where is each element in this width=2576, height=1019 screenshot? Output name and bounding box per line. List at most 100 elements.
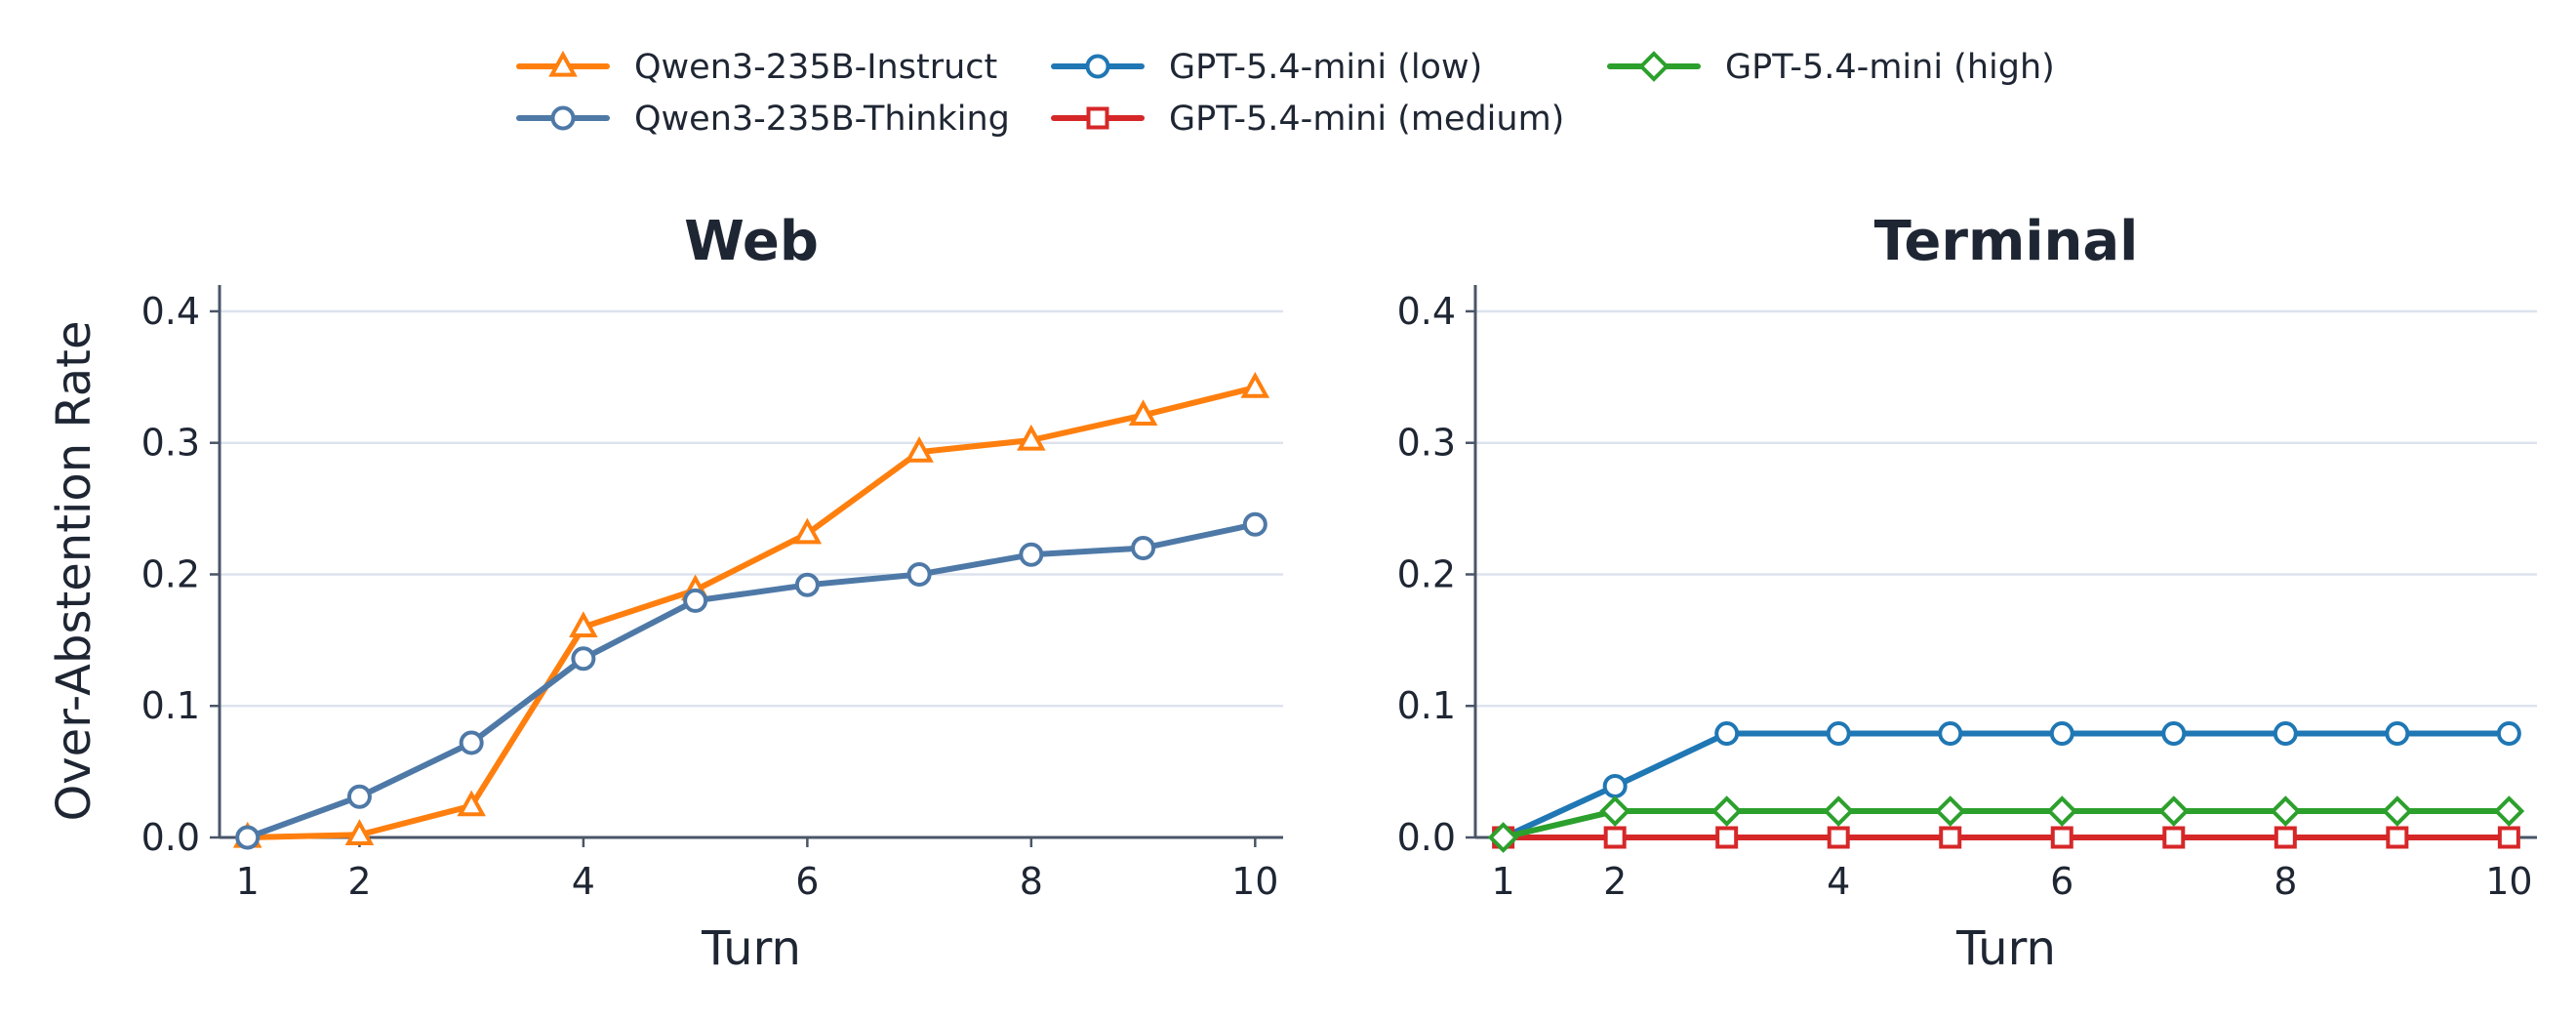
x-tick-label: 1: [1492, 860, 1515, 903]
legend-marker: [1638, 51, 1670, 82]
data-point: [2496, 721, 2521, 747]
series-gpt-5-4-mini-medium: [1492, 826, 2520, 849]
data-point: [346, 784, 372, 809]
legend-item-gpt-5-4-mini-medium: GPT-5.4-mini (medium): [1051, 100, 1564, 139]
data-point: [1826, 721, 1851, 747]
legend-item-gpt-5-4-mini-high: GPT-5.4-mini (high): [1607, 48, 2055, 87]
panel-title: Terminal: [1874, 210, 2139, 273]
legend-marker: [550, 105, 576, 131]
data-point: [235, 825, 261, 850]
data-point: [2162, 826, 2186, 849]
x-axis-label: Turn: [701, 921, 801, 976]
x-tick-label: 1: [236, 860, 260, 903]
legend-item-qwen3-235b-thinking: Qwen3-235B-Thinking: [516, 100, 1010, 139]
legend-label: Qwen3-235B-Thinking: [634, 100, 1010, 139]
y-tick-label: 0.3: [141, 422, 200, 465]
data-point: [1823, 795, 1855, 827]
series-line: [1500, 808, 2513, 840]
series-gpt-5-4-mini-high: [1487, 795, 2525, 853]
data-point: [1939, 826, 1962, 849]
data-point: [683, 588, 708, 613]
web-panel: 0.0 0.1 0.2 0.3 0.4 1 2 4 6 8 10 Web Turn Over-Absten…: [47, 210, 1283, 976]
data-point: [2161, 721, 2187, 747]
legend-marker: [1086, 106, 1109, 130]
panel-title: Web: [684, 210, 819, 273]
legend-marker: [548, 50, 578, 77]
legend-label: GPT-5.4-mini (medium): [1169, 100, 1564, 139]
data-point: [1131, 536, 1156, 561]
legend-label: Qwen3-235B-Instruct: [634, 48, 997, 87]
data-point: [2386, 826, 2409, 849]
x-tick-label: 2: [1603, 860, 1627, 903]
data-point: [792, 517, 823, 545]
data-point: [2273, 721, 2298, 747]
x-tick-label: 10: [1231, 860, 1278, 903]
data-point: [1934, 795, 1966, 827]
data-point: [1603, 826, 1627, 849]
data-point: [1827, 826, 1850, 849]
data-point: [794, 572, 820, 597]
data-point: [2270, 795, 2302, 827]
data-point: [344, 819, 375, 845]
data-point: [2049, 721, 2074, 747]
data-point: [1128, 399, 1158, 427]
data-point: [905, 436, 934, 463]
data-point: [2493, 795, 2525, 827]
data-point: [1599, 795, 1630, 827]
data-point: [2046, 795, 2078, 827]
data-point: [906, 561, 932, 587]
data-point: [2382, 795, 2413, 827]
data-point: [457, 790, 486, 817]
y-tick-label: 0.2: [1397, 552, 1456, 595]
terminal-panel: 0.0 0.1 0.2 0.3 0.4 1 2 4 6 8 10 Terminal Turn: [1397, 210, 2537, 976]
x-axis-label: Turn: [1955, 921, 2056, 976]
y-tick-label: 0.1: [141, 684, 200, 727]
data-point: [569, 611, 598, 638]
series-line: [1500, 730, 2513, 840]
data-point: [2274, 826, 2297, 849]
x-tick-label: 10: [2485, 860, 2532, 903]
data-point: [1938, 721, 1963, 747]
x-tick-label: 4: [572, 860, 595, 903]
series-qwen3-235b-instruct: [232, 371, 1270, 848]
series-line: [244, 385, 1259, 840]
data-point: [1017, 424, 1046, 451]
y-axis-label: Over-Abstention Rate: [47, 321, 101, 822]
x-tick-label: 8: [2274, 860, 2297, 903]
legend-label: GPT-5.4-mini (low): [1169, 48, 1482, 87]
y-tick-label: 0.4: [141, 290, 200, 333]
x-tick-label: 6: [2050, 860, 2073, 903]
data-point: [571, 646, 596, 672]
data-point: [2050, 826, 2073, 849]
y-tick-label: 0.2: [141, 552, 200, 595]
data-point: [1242, 511, 1268, 537]
data-point: [1240, 371, 1270, 398]
legend-item-gpt-5-4-mini-low: GPT-5.4-mini (low): [1051, 48, 1482, 87]
data-point: [1602, 773, 1628, 798]
x-tick-label: 6: [795, 860, 819, 903]
data-point: [1711, 795, 1743, 827]
legend: Qwen3-235B-Instruct Qwen3-235B-Thinking GP…: [516, 48, 2055, 139]
series-line: [244, 521, 1259, 840]
legend-item-qwen3-235b-instruct: Qwen3-235B-Instruct: [516, 48, 997, 87]
data-point: [2385, 721, 2410, 747]
data-point: [2497, 826, 2520, 849]
data-point: [1487, 822, 1519, 853]
data-point: [1019, 542, 1044, 567]
x-tick-label: 4: [1827, 860, 1850, 903]
data-point: [2157, 795, 2190, 827]
x-tick-label: 2: [347, 860, 371, 903]
data-point: [1714, 721, 1740, 747]
data-point: [1715, 826, 1739, 849]
series-qwen3-235b-thinking: [235, 511, 1268, 850]
y-tick-label: 0.4: [1397, 290, 1456, 333]
legend-marker: [1085, 54, 1110, 79]
y-tick-label: 0.3: [1397, 422, 1456, 465]
legend-label: GPT-5.4-mini (high): [1725, 48, 2055, 87]
series-gpt-5-4-mini-low: [1491, 721, 2521, 850]
x-tick-label: 8: [1020, 860, 1043, 903]
data-point: [459, 730, 484, 755]
y-tick-label: 0.1: [1397, 684, 1456, 727]
y-tick-label: 0.0: [141, 816, 200, 859]
